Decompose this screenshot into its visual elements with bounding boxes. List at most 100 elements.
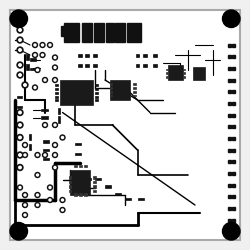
Circle shape (36, 174, 38, 176)
Circle shape (17, 110, 23, 116)
Circle shape (62, 199, 64, 201)
Bar (136, 64, 139, 67)
Bar (228, 195, 231, 198)
Circle shape (54, 56, 56, 58)
Circle shape (22, 212, 28, 218)
Bar (29, 144, 31, 150)
Circle shape (19, 64, 21, 66)
Circle shape (19, 49, 21, 51)
Bar (133, 94, 136, 96)
Bar (228, 184, 231, 186)
Bar (30, 68, 36, 70)
Bar (55, 96, 58, 98)
Circle shape (48, 42, 52, 48)
Circle shape (49, 186, 51, 188)
Circle shape (22, 202, 28, 207)
Circle shape (54, 144, 56, 146)
Bar (93, 180, 96, 183)
Circle shape (34, 44, 36, 46)
Circle shape (17, 152, 23, 158)
Bar (69, 180, 71, 183)
Bar (55, 99, 58, 101)
Bar (232, 137, 235, 140)
Bar (64, 23, 79, 42)
Circle shape (19, 29, 21, 31)
Circle shape (60, 198, 65, 202)
Bar (232, 67, 235, 70)
Bar (127, 23, 141, 42)
Circle shape (19, 186, 21, 188)
Circle shape (17, 134, 23, 140)
Circle shape (52, 65, 58, 70)
Bar (192, 68, 205, 80)
Circle shape (34, 54, 36, 56)
Circle shape (17, 122, 23, 128)
Bar (93, 54, 96, 57)
Bar (58, 108, 60, 114)
Bar (69, 176, 71, 178)
Bar (93, 64, 96, 67)
Bar (78, 64, 82, 67)
Circle shape (22, 142, 28, 148)
Bar (153, 54, 156, 57)
Bar (143, 64, 146, 67)
Circle shape (17, 37, 23, 43)
Bar (79, 164, 82, 167)
Bar (228, 137, 231, 140)
Bar (166, 76, 168, 78)
Bar (55, 84, 58, 86)
Bar (228, 148, 231, 152)
Bar (228, 160, 231, 163)
Bar (232, 114, 235, 116)
Circle shape (34, 86, 36, 88)
Bar (70, 170, 90, 195)
Bar (183, 76, 185, 78)
Circle shape (19, 154, 21, 156)
Bar (64, 26, 70, 36)
Bar (110, 83, 112, 85)
Circle shape (49, 199, 51, 201)
Bar (232, 125, 235, 128)
Bar (232, 44, 235, 46)
Circle shape (19, 74, 21, 76)
Bar (228, 67, 231, 70)
Circle shape (54, 79, 56, 81)
Bar (55, 92, 58, 94)
Circle shape (54, 66, 56, 68)
Circle shape (52, 55, 58, 60)
Bar (84, 193, 87, 196)
Bar (136, 54, 139, 57)
Circle shape (32, 52, 38, 58)
Circle shape (222, 222, 240, 240)
Circle shape (48, 198, 52, 202)
Circle shape (42, 44, 43, 46)
Bar (26, 54, 29, 60)
Circle shape (40, 42, 45, 48)
Bar (41, 109, 48, 111)
Bar (42, 149, 49, 151)
Bar (183, 72, 185, 74)
Circle shape (10, 10, 28, 28)
Bar (115, 23, 125, 42)
Bar (228, 114, 231, 116)
Bar (95, 178, 101, 180)
Bar (232, 55, 235, 58)
Circle shape (44, 154, 46, 156)
Bar (183, 68, 185, 70)
Circle shape (24, 204, 26, 206)
Circle shape (17, 47, 23, 53)
Circle shape (44, 79, 46, 81)
Bar (61, 26, 66, 36)
Bar (95, 96, 98, 98)
Bar (60, 80, 92, 105)
Circle shape (42, 54, 43, 56)
Circle shape (52, 78, 58, 82)
Bar (133, 83, 136, 85)
Circle shape (18, 185, 22, 190)
Bar (95, 99, 98, 101)
Circle shape (19, 39, 21, 41)
Circle shape (49, 44, 51, 46)
Bar (86, 64, 89, 67)
Bar (75, 152, 81, 155)
Bar (153, 64, 156, 67)
